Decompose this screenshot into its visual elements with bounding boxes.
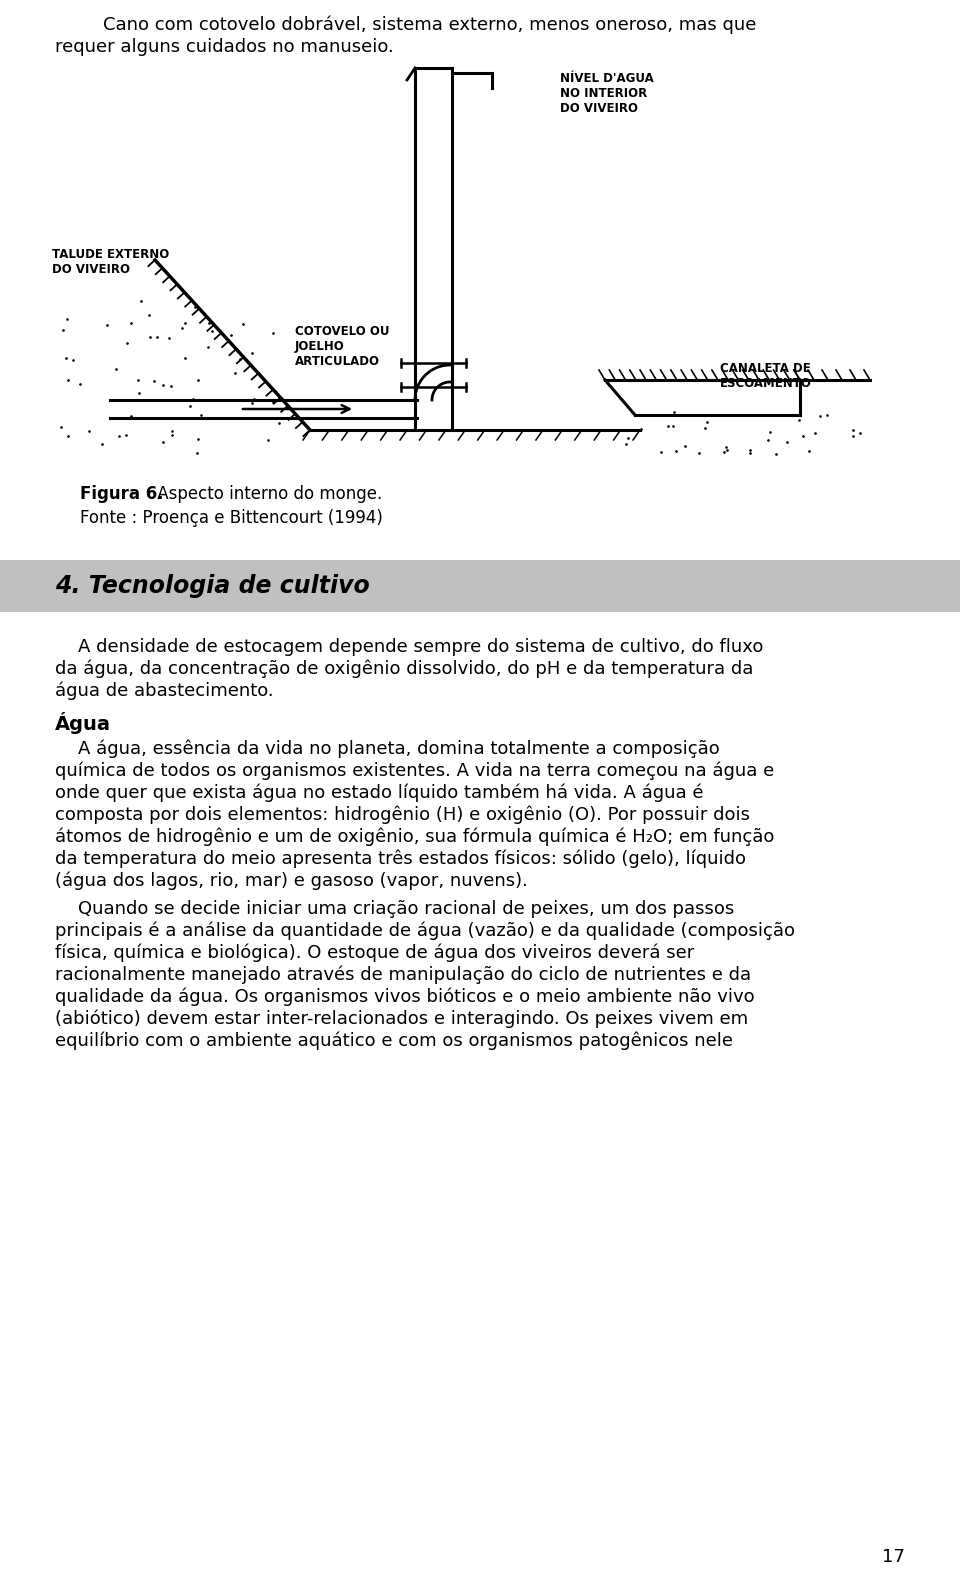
Text: água de abastecimento.: água de abastecimento.: [55, 682, 274, 701]
Text: da água, da concentração de oxigênio dissolvido, do pH e da temperatura da: da água, da concentração de oxigênio dis…: [55, 660, 754, 679]
Text: Aspecto interno do monge.: Aspecto interno do monge.: [152, 486, 382, 503]
Text: Quando se decide iniciar uma criação racional de peixes, um dos passos: Quando se decide iniciar uma criação rac…: [55, 901, 734, 918]
Text: átomos de hidrogênio e um de oxigênio, sua fórmula química é H₂O; em função: átomos de hidrogênio e um de oxigênio, s…: [55, 828, 775, 846]
Text: Figura 6.: Figura 6.: [80, 486, 163, 503]
Text: Cano com cotovelo dobrável, sistema externo, menos oneroso, mas que: Cano com cotovelo dobrável, sistema exte…: [80, 16, 756, 35]
Text: da temperatura do meio apresenta três estados físicos: sólido (gelo), líquido: da temperatura do meio apresenta três es…: [55, 850, 746, 868]
Text: Água: Água: [55, 712, 111, 734]
Text: (água dos lagos, rio, mar) e gasoso (vapor, nuvens).: (água dos lagos, rio, mar) e gasoso (vap…: [55, 872, 528, 890]
Text: COTOVELO OU
JOELHO
ARTICULADO: COTOVELO OU JOELHO ARTICULADO: [295, 325, 390, 368]
Text: principais é a análise da quantidade de água (vazão) e da qualidade (composição: principais é a análise da quantidade de …: [55, 923, 795, 940]
Text: 4. Tecnologia de cultivo: 4. Tecnologia de cultivo: [55, 574, 370, 597]
Text: CANALETA DE
ESCOAMENTO: CANALETA DE ESCOAMENTO: [720, 362, 812, 390]
Bar: [0, 560, 960, 612]
Text: (abiótico) devem estar inter-relacionados e interagindo. Os peixes vivem em: (abiótico) devem estar inter-relacionado…: [55, 1009, 748, 1028]
Text: A densidade de estocagem depende sempre do sistema de cultivo, do fluxo: A densidade de estocagem depende sempre …: [55, 638, 763, 656]
Text: qualidade da água. Os organismos vivos bióticos e o meio ambiente não vivo: qualidade da água. Os organismos vivos b…: [55, 987, 755, 1006]
Text: 17: 17: [882, 1548, 905, 1566]
Text: A água, essência da vida no planeta, domina totalmente a composição: A água, essência da vida no planeta, dom…: [55, 740, 720, 759]
Text: Fonte : Proença e Bittencourt (1994): Fonte : Proença e Bittencourt (1994): [80, 509, 383, 527]
Text: composta por dois elementos: hidrogênio (H) e oxigênio (O). Por possuir dois: composta por dois elementos: hidrogênio …: [55, 806, 750, 824]
Text: equilíbrio com o ambiente aquático e com os organismos patogênicos nele: equilíbrio com o ambiente aquático e com…: [55, 1031, 733, 1050]
Text: química de todos os organismos existentes. A vida na terra começou na água e: química de todos os organismos existente…: [55, 762, 775, 781]
Text: física, química e biológica). O estoque de água dos viveiros deverá ser: física, química e biológica). O estoque …: [55, 945, 694, 962]
Text: onde quer que exista água no estado líquido também há vida. A água é: onde quer que exista água no estado líqu…: [55, 784, 704, 802]
Text: TALUDE EXTERNO
DO VIVEIRO: TALUDE EXTERNO DO VIVEIRO: [52, 248, 169, 277]
Text: NÍVEL D'AGUA
NO INTERIOR
DO VIVEIRO: NÍVEL D'AGUA NO INTERIOR DO VIVEIRO: [560, 72, 654, 115]
Text: requer alguns cuidados no manuseio.: requer alguns cuidados no manuseio.: [55, 38, 394, 57]
Text: racionalmente manejado através de manipulação do ciclo de nutrientes e da: racionalmente manejado através de manipu…: [55, 967, 751, 984]
